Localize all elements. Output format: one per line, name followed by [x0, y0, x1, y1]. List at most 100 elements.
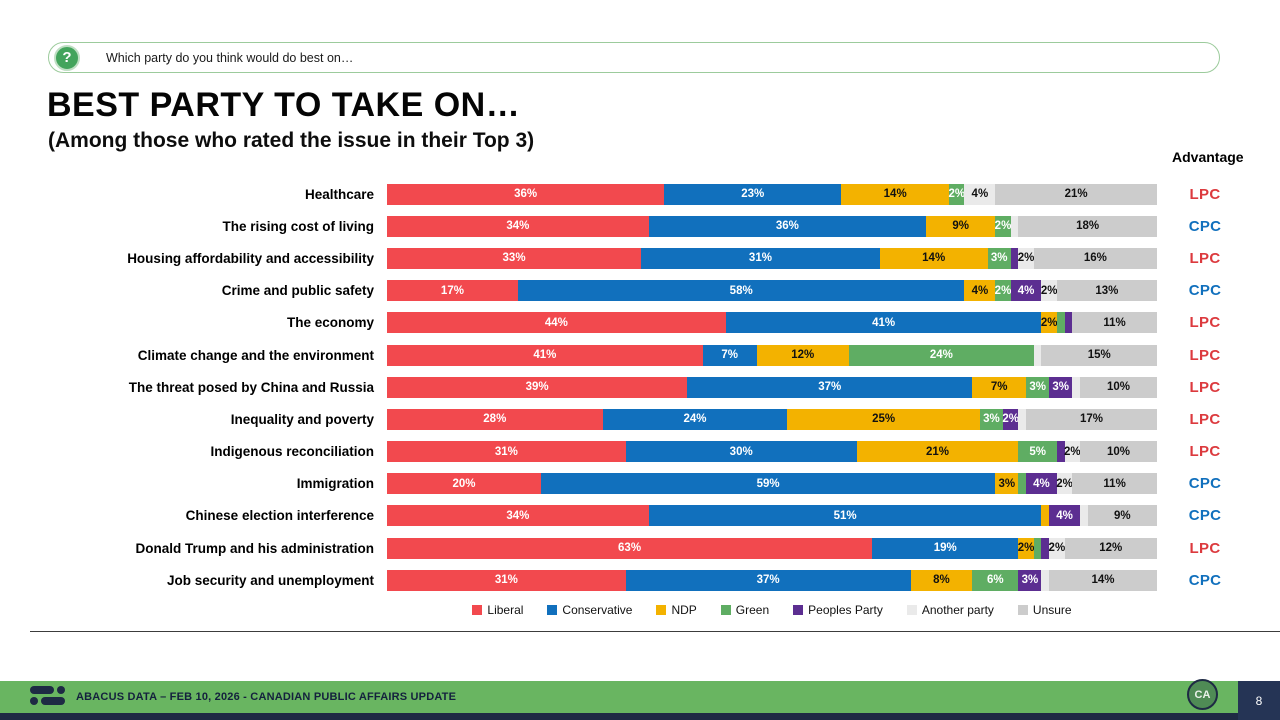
bar-segment-another-party — [1010, 215, 1019, 237]
bar-segment-another-party: 2% — [1056, 473, 1073, 495]
bar-segment-unsure: 10% — [1079, 376, 1157, 398]
chart-row: Housing affordability and accessibility 3… — [30, 242, 1256, 274]
legend-label: NDP — [671, 603, 697, 618]
row-label: Crime and public safety — [221, 283, 374, 299]
bar-segment-another-party: 2% — [1041, 280, 1057, 302]
bar-segment-unsure: 15% — [1041, 344, 1157, 366]
question-mark-icon: ? — [54, 44, 80, 71]
bar-segment-conservative: 41% — [725, 312, 1042, 334]
row-label: Immigration — [296, 476, 374, 492]
chart-row: Job security and unemployment 31% 37% 8% 6% 3… — [30, 564, 1256, 596]
stacked-bar: 33% 31% 14% 3% 2% 16% — [387, 247, 1157, 269]
page-title: BEST PARTY TO TAKE ON… — [47, 86, 521, 124]
footer-bar: ABACUS DATA – FEB 10, 2026 - CANADIAN PU… — [0, 681, 1280, 713]
legend-swatch — [547, 605, 558, 616]
bar-segment-ndp: 9% — [925, 215, 996, 237]
bar-segment-unsure: 13% — [1056, 280, 1157, 302]
bar-segment-unsure: 12% — [1064, 537, 1157, 559]
bar-segment-ndp: 25% — [787, 408, 980, 430]
bar-segment-liberal: 31% — [387, 441, 626, 463]
bar-segment-green: 2% — [948, 183, 965, 205]
chart-rows: Healthcare 36% 23% 14% 2% 4% 21% LPC The rising … — [30, 178, 1256, 596]
advantage-label: LPC — [1189, 443, 1221, 461]
legend-label: Conservative — [562, 603, 633, 618]
chart-row: Donald Trump and his administration 63% 19… — [30, 532, 1256, 564]
bar-segment-another-party: 4% — [964, 183, 996, 205]
bar-segment-ndp: 2% — [1041, 312, 1058, 334]
bar-segment-conservative: 36% — [648, 215, 926, 237]
bar-segment-peoples-party: 3% — [1018, 569, 1042, 591]
advantage-label: CPC — [1188, 571, 1222, 589]
bar-segment-green: 24% — [848, 344, 1034, 366]
bar-segment-green: 6% — [972, 569, 1019, 591]
bar-segment-another-party — [1033, 344, 1042, 366]
footer-source-text: ABACUS DATA – FEB 10, 2026 - CANADIAN PU… — [76, 691, 457, 703]
row-label: Chinese election interference — [185, 508, 374, 524]
chart-row: The economy 44% 41% 2% 11% LPC — [30, 307, 1256, 339]
bar-segment-unsure: 11% — [1072, 312, 1157, 334]
bar-segment-liberal: 39% — [387, 376, 688, 398]
bar-segment-liberal: 36% — [387, 183, 665, 205]
bar-segment-green: 2% — [995, 280, 1011, 302]
bar-segment-conservative: 58% — [517, 280, 965, 302]
legend-swatch — [720, 605, 731, 616]
bar-segment-peoples-party — [1064, 312, 1073, 334]
bar-segment-green: 3% — [987, 247, 1011, 269]
bar-segment-conservative: 37% — [687, 376, 973, 398]
bar-segment-ndp: 14% — [841, 183, 950, 205]
stacked-bar: 36% 23% 14% 2% 4% 21% — [387, 183, 1157, 205]
bar-segment-unsure: 11% — [1072, 473, 1157, 495]
legend-label: Another party — [921, 603, 994, 618]
chart-row: The rising cost of living 34% 36% 9% 2% 18% CP… — [30, 210, 1256, 242]
bar-segment-another-party — [1079, 505, 1088, 527]
stacked-bar: 44% 41% 2% 11% — [387, 312, 1157, 334]
bar-segment-conservative: 30% — [625, 441, 857, 463]
legend-label: Peoples Party — [808, 603, 883, 618]
bar-segment-another-party: 2% — [1049, 537, 1065, 559]
legend-label: Unsure — [1032, 603, 1072, 618]
legend-item-ndp: NDP — [656, 603, 697, 618]
chart-row: Indigenous reconciliation 31% 30% 21% 5% 2% 10… — [30, 436, 1256, 468]
bar-segment-peoples-party — [1056, 441, 1065, 463]
bar-segment-green — [1033, 537, 1042, 559]
row-label: Climate change and the environment — [137, 347, 374, 363]
stacked-bar: 28% 24% 25% 3% 2% 17% — [387, 408, 1157, 430]
footer-bottom-strip — [0, 713, 1280, 720]
bar-segment-peoples-party — [1010, 247, 1019, 269]
bar-segment-unsure: 16% — [1033, 247, 1157, 269]
chart-row: Climate change and the environment 41% 7% 1… — [30, 339, 1256, 371]
bar-segment-green — [1056, 312, 1065, 334]
row-label: The rising cost of living — [222, 218, 374, 234]
row-label: Donald Trump and his administration — [135, 540, 374, 556]
ca-badge: CA — [1187, 679, 1218, 710]
bar-segment-unsure: 17% — [1026, 408, 1157, 430]
advantage-label: LPC — [1189, 378, 1221, 396]
bar-segment-conservative: 7% — [702, 344, 757, 366]
bar-segment-green — [1018, 473, 1027, 495]
bar-segment-liberal: 33% — [387, 247, 642, 269]
bar-segment-peoples-party: 3% — [1049, 376, 1073, 398]
bar-segment-liberal: 31% — [387, 569, 626, 591]
bar-segment-liberal: 28% — [387, 408, 603, 430]
advantage-column-header: Advantage — [1172, 149, 1244, 165]
bar-segment-liberal: 34% — [387, 505, 649, 527]
bar-segment-liberal: 63% — [387, 537, 873, 559]
bar-segment-ndp: 3% — [995, 473, 1019, 495]
bar-segment-ndp: 2% — [1018, 537, 1034, 559]
bar-segment-conservative: 24% — [602, 408, 788, 430]
bar-segment-green: 5% — [1018, 441, 1057, 463]
legend-item-unsure: Unsure — [1017, 603, 1072, 618]
row-label: The economy — [286, 315, 374, 331]
survey-question-text: Which party do you think would do best o… — [106, 50, 354, 65]
legend-label: Liberal — [487, 603, 524, 618]
bar-segment-liberal: 41% — [387, 344, 703, 366]
bar-segment-another-party — [1041, 569, 1050, 591]
bar-segment-peoples-party: 4% — [1049, 505, 1080, 527]
chart-row: Healthcare 36% 23% 14% 2% 4% 21% LPC — [30, 178, 1256, 210]
page-number: 8 — [1238, 681, 1280, 720]
bar-segment-ndp: 14% — [879, 247, 988, 269]
bar-segment-another-party: 2% — [1018, 247, 1034, 269]
bar-segment-ndp: 7% — [972, 376, 1027, 398]
chart-row: The threat posed by China and Russia 39% 3… — [30, 371, 1256, 403]
row-label: Indigenous reconciliation — [210, 444, 374, 460]
